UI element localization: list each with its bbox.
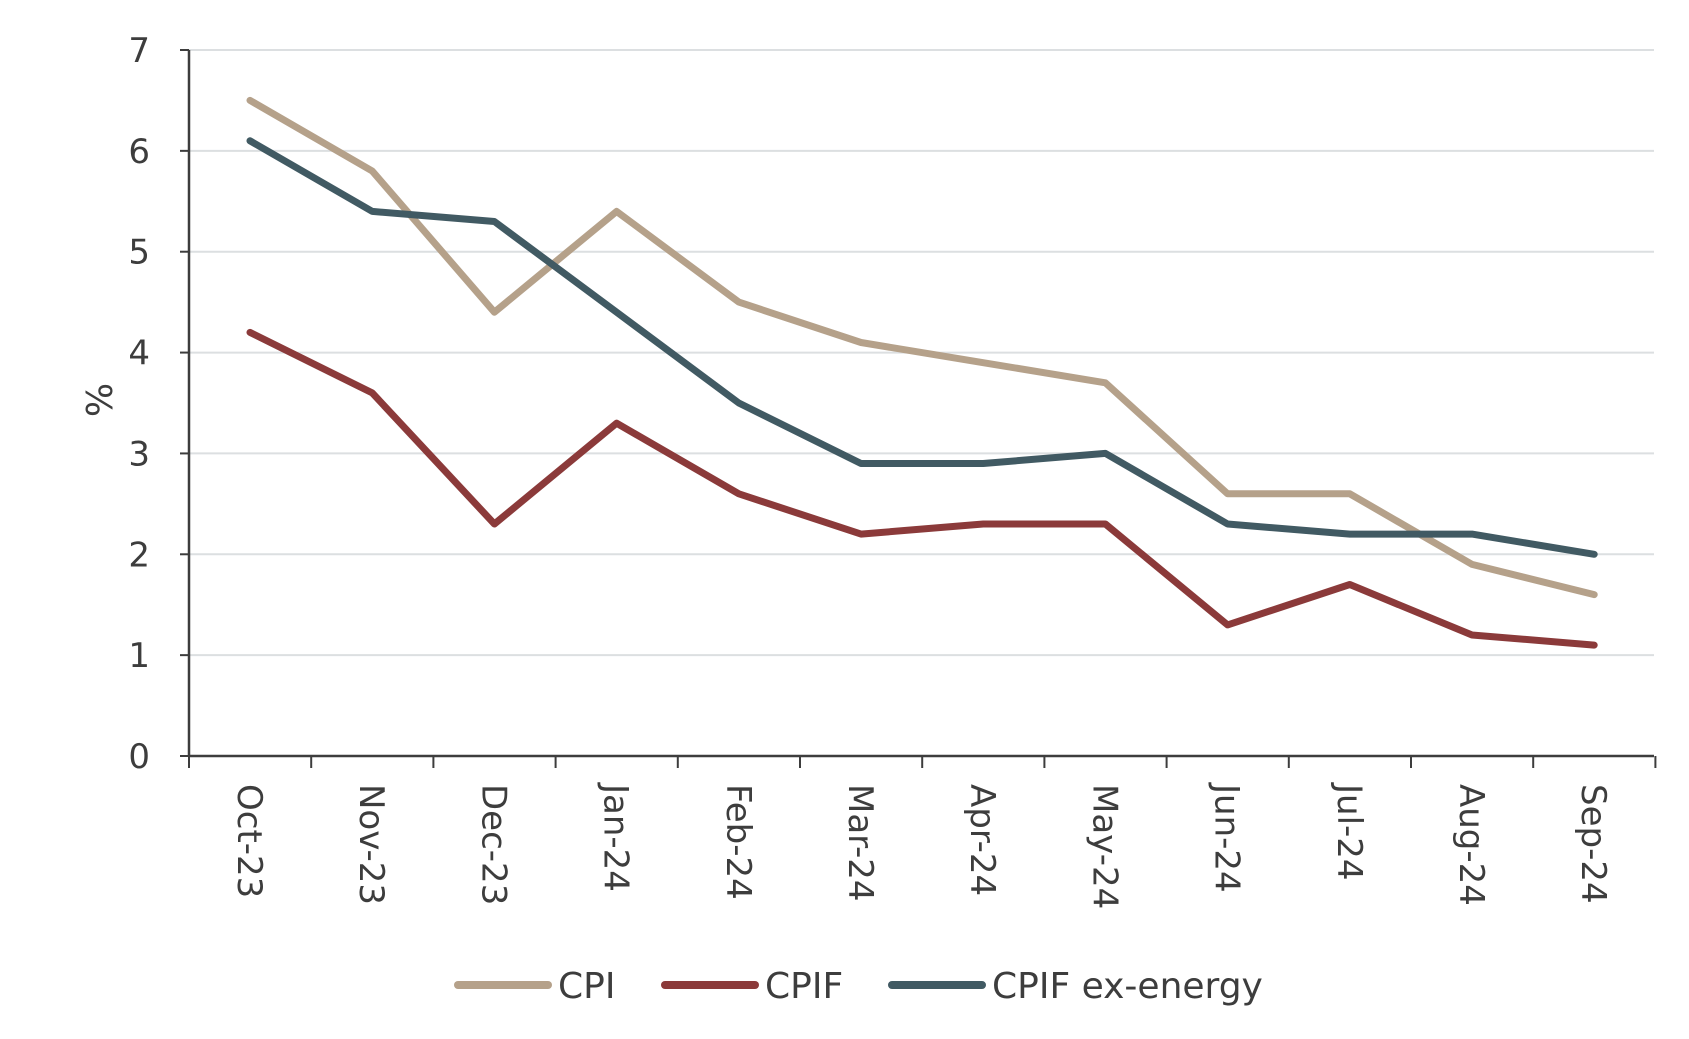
- legend-label-cpif-ex-energy: CPIF ex-energy: [992, 966, 1263, 1007]
- y-tick-label: 1: [128, 636, 150, 676]
- y-tick-label: 7: [128, 31, 150, 71]
- y-tick-label: 0: [128, 737, 150, 777]
- series-line-cpi: [246, 96, 1598, 599]
- series-line-cpif: [246, 328, 1598, 649]
- x-tick-label: Jan-24: [596, 782, 636, 892]
- x-tick-label: Mar-24: [840, 784, 880, 902]
- y-tick-label: 6: [128, 132, 150, 172]
- axes: [180, 49, 1657, 768]
- x-tick-label: May-24: [1084, 784, 1124, 909]
- series-line-cpif-ex-energy: [246, 137, 1598, 558]
- series-lines: [246, 96, 1598, 649]
- x-tick-labels: Oct-23 Nov-23 Dec-23 Jan-24 Feb-24 Mar-24 Apr-…: [229, 782, 1613, 909]
- x-tick-label: Oct-23: [229, 784, 269, 898]
- y-tick-label: 2: [128, 535, 150, 575]
- x-tick-label: Aug-24: [1451, 784, 1491, 906]
- x-tick-label: Dec-23: [473, 784, 513, 905]
- x-tick-label: Sep-24: [1573, 784, 1613, 904]
- x-tick-label: Jul-24: [1329, 782, 1369, 881]
- x-tick-label: Apr-24: [962, 784, 1002, 896]
- y-axis-label: %: [77, 383, 118, 417]
- y-tick-labels: 0 1 2 3 4 5 6 7: [128, 31, 150, 777]
- legend-label-cpi: CPI: [558, 966, 615, 1007]
- x-tick-label: Feb-24: [718, 784, 758, 900]
- y-tick-label: 3: [128, 434, 150, 474]
- legend-label-cpif: CPIF: [765, 966, 843, 1007]
- x-tick-label: Nov-23: [351, 784, 391, 905]
- x-tick-label: Jun-24: [1207, 782, 1247, 893]
- legend: CPI CPIF CPIF ex-energy: [454, 966, 1263, 1007]
- y-tick-label: 4: [128, 334, 150, 374]
- y-tick-label: 5: [128, 233, 150, 273]
